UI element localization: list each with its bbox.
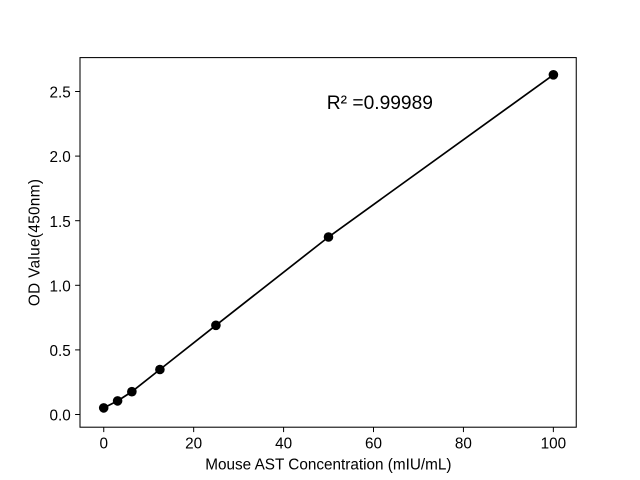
svg-text:40: 40	[275, 435, 292, 452]
svg-text:2.5: 2.5	[50, 85, 71, 102]
svg-text:Mouse AST Concentration (mIU/m: Mouse AST Concentration (mIU/mL)	[205, 456, 451, 473]
svg-text:2.0: 2.0	[50, 149, 71, 166]
svg-text:0.5: 0.5	[50, 343, 71, 360]
svg-text:60: 60	[365, 435, 382, 452]
svg-text:1.0: 1.0	[50, 278, 71, 295]
svg-text:0.0: 0.0	[50, 408, 71, 425]
svg-text:20: 20	[185, 435, 202, 452]
svg-text:R² =0.99989: R² =0.99989	[327, 93, 433, 114]
svg-text:80: 80	[455, 435, 472, 452]
svg-text:1.5: 1.5	[50, 214, 71, 231]
svg-text:OD Value(450nm): OD Value(450nm)	[26, 179, 43, 306]
svg-text:100: 100	[541, 435, 567, 452]
svg-text:0: 0	[99, 435, 108, 452]
